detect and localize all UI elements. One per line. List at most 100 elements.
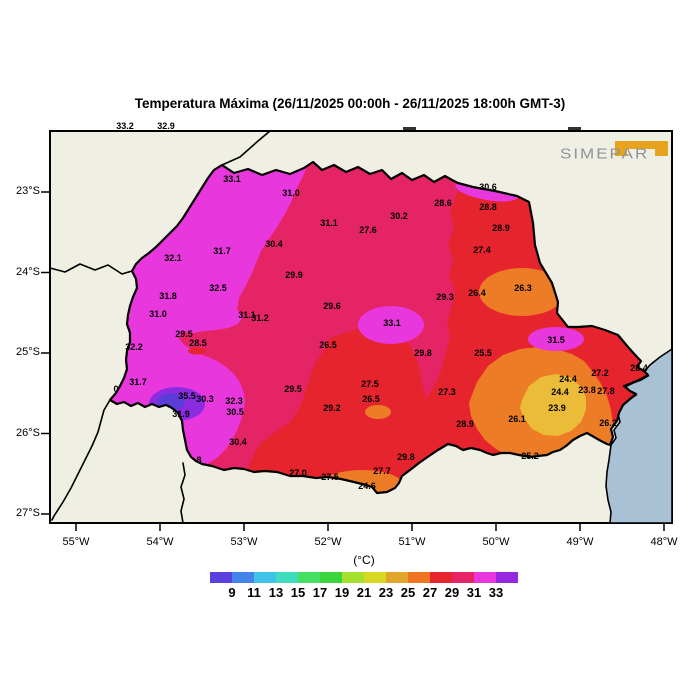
temp-label: 32.3 — [225, 396, 243, 406]
temp-label: 27.3 — [438, 387, 456, 397]
clipped-temp-label — [403, 127, 416, 130]
lon-tick-label: 54°W — [146, 536, 174, 548]
colorbar-tick: 25 — [400, 585, 416, 600]
temperature-shading — [110, 162, 648, 493]
temp-label: 0 — [113, 384, 118, 394]
colorbar-segment — [408, 572, 430, 583]
temp-label: 31.1 — [320, 218, 338, 228]
temp-label: 24.4 — [551, 387, 569, 397]
colorbar-segment — [342, 572, 364, 583]
temp-label: 29.3 — [436, 292, 454, 302]
colorbar-tick: 23 — [378, 585, 394, 600]
temp-label: 30.6 — [479, 182, 497, 192]
temp-label: 32.5 — [209, 283, 227, 293]
temp-label: 8 — [196, 455, 201, 465]
river-north — [221, 130, 271, 166]
colorbar-segment — [430, 572, 452, 583]
top-edge-labels: 33.2 32.9 — [116, 121, 175, 131]
temp-label: 30.3 — [196, 394, 214, 404]
temp-label: 30.2 — [390, 211, 408, 221]
colorbar-segment — [386, 572, 408, 583]
colorbar-segment — [254, 572, 276, 583]
temp-label: 26.5 — [319, 340, 337, 350]
zone-23-25-golden — [520, 374, 586, 436]
page-title: Temperatura Máxima (26/11/2025 00:00h - … — [134, 96, 566, 111]
lon-tick-label: 50°W — [482, 536, 510, 548]
colorbar-segment — [276, 572, 298, 583]
simepar-logo-icon — [615, 141, 668, 156]
lat-tick-label: 23°S — [16, 185, 40, 197]
lat-tick-label: 27°S — [16, 507, 40, 519]
lon-tick-label: 53°W — [230, 536, 258, 548]
lat-tick-label: 25°S — [16, 346, 40, 358]
temp-label: 24.4 — [559, 374, 577, 384]
temp-label: 28.5 — [189, 338, 207, 348]
colorbar-tick: 17 — [312, 585, 328, 600]
temp-label: 27.4 — [473, 245, 491, 255]
temp-label: 29.5 — [284, 384, 302, 394]
temp-label: 31.0 — [282, 188, 300, 198]
temp-label: 27.6 — [359, 225, 377, 235]
temp-label: 28.8 — [479, 202, 497, 212]
temp-label: 31.5 — [547, 335, 565, 345]
temp-label: 31.2 — [251, 313, 269, 323]
temp-label: 23.9 — [548, 403, 566, 413]
lon-tick-label: 49°W — [566, 536, 594, 548]
temp-label: 27.5 — [321, 472, 339, 482]
temp-label: 23.8 — [578, 385, 596, 395]
colorbar-tick: 19 — [334, 585, 350, 600]
axis-ticks — [41, 191, 665, 531]
temp-label: 31.7 — [129, 377, 147, 387]
zone-31-33-island-center — [358, 306, 424, 344]
temp-label: 25.2 — [521, 451, 539, 461]
temp-label: 33.1 — [383, 318, 401, 328]
lon-tick-label: 52°W — [314, 536, 342, 548]
colorbar-tick: 11 — [247, 585, 261, 600]
colorbar-segment — [452, 572, 474, 583]
colorbar-tick: 29 — [444, 585, 460, 600]
temp-label: 25.5 — [474, 348, 492, 358]
temp-label: 26.4 — [468, 288, 486, 298]
colorbar-tick: 9 — [228, 585, 236, 600]
temp-label: 29.8 — [397, 452, 415, 462]
colorbar-segment — [320, 572, 342, 583]
river-lines — [49, 130, 271, 524]
temp-label: 28.4 — [630, 363, 648, 373]
clipped-temp-label — [568, 127, 581, 130]
temp-label: 32.2 — [125, 342, 143, 352]
temp-label: 29.8 — [414, 348, 432, 358]
lon-tick-label: 48°W — [650, 536, 678, 548]
temp-label: 27.2 — [591, 368, 609, 378]
lat-tick-label: 26°S — [16, 426, 40, 439]
zone-25-27-small — [365, 405, 391, 419]
temp-label: 30.4 — [265, 239, 283, 249]
temp-label: 27.8 — [597, 386, 615, 396]
temperature-labels: 33.1 31.0 30.2 28.6 30.6 28.8 28.9 27.4 31.1 27.6… — [113, 174, 647, 491]
colorbar-tick: 21 — [356, 585, 372, 600]
colorbar-tick: 15 — [290, 585, 306, 600]
river-southwest — [51, 399, 111, 521]
colorbar — [210, 572, 518, 583]
temp-label: 26.3 — [514, 283, 532, 293]
top-temp-label: 33.2 — [116, 121, 134, 131]
temp-label: 24.6 — [358, 481, 376, 491]
temp-label: 32.1 — [164, 253, 182, 263]
colorbar-tick: 27 — [422, 585, 438, 600]
temp-label: 29.2 — [323, 403, 341, 413]
parana-state-outline — [108, 160, 650, 495]
temp-label: 31.0 — [149, 309, 167, 319]
temp-label: 29.9 — [285, 270, 303, 280]
lon-tick-label: 55°W — [62, 536, 90, 548]
temp-label: 28.6 — [434, 198, 452, 208]
temp-label: 26.5 — [362, 394, 380, 404]
temp-label: 29.5 — [175, 329, 193, 339]
temp-label: 26.2 — [599, 418, 617, 428]
colorbar-segment — [210, 572, 232, 583]
temp-label: 28.9 — [492, 223, 510, 233]
temp-label: 30.4 — [229, 437, 247, 447]
temp-label: 30.5 — [226, 407, 244, 417]
temp-label: 28.9 — [456, 419, 474, 429]
colorbar-segment — [364, 572, 386, 583]
